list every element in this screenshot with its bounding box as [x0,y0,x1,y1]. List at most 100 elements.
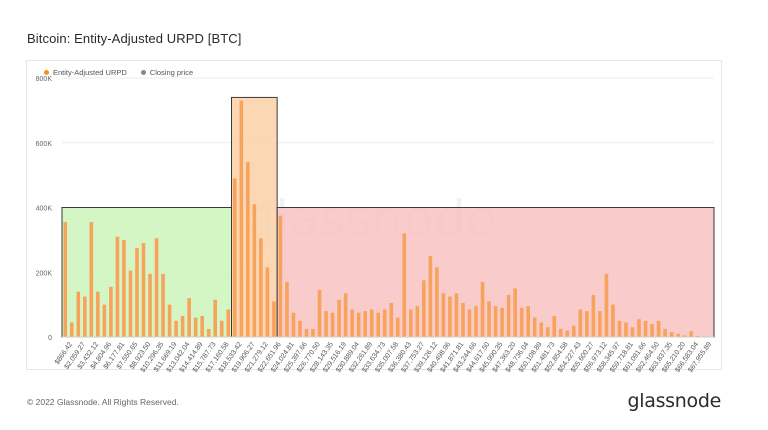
legend-label-urpd: Entity-Adjusted URPD [53,68,127,77]
chart-bar [141,243,146,337]
chart-bar [363,311,367,337]
chart-bar [76,291,81,337]
chart-bar [89,222,94,337]
chart-bar [637,319,641,337]
chart-bar [356,312,361,337]
chart-bar [402,233,407,337]
chart-bar [663,328,667,337]
chart-bar [467,309,472,337]
chart-bar [350,309,354,337]
chart-bar [493,306,498,337]
chart-bar [193,317,198,337]
chart-bar [506,294,511,337]
chart-bar [265,267,270,337]
chart-bar [115,236,120,337]
zone-green [61,207,233,338]
chart-bar [219,320,224,337]
chart-bar [122,239,126,337]
chart-bar [128,270,133,337]
chart-bar [272,301,276,337]
chart-bar [232,178,237,337]
chart-bar [102,304,107,337]
chart-bar [422,280,426,337]
chart-bar [448,296,452,337]
chart-bar [500,307,504,337]
chart-bar [435,267,439,337]
chart-bar [487,301,491,337]
chart-bar [617,320,622,337]
chart-bar [200,315,204,337]
chart-bar [441,293,446,337]
chart-bar [578,309,583,337]
chart-bar [246,162,250,337]
chart-bar [213,299,218,337]
chart-bar [656,320,661,337]
legend-item-urpd[interactable]: Entity-Adjusted URPD [44,68,127,77]
chart-bar [676,333,680,337]
chart-bar [545,327,550,337]
chart-bar [330,312,335,337]
y-tick-label: 0 [48,335,52,342]
chart-bar [428,256,433,337]
chart-bar [83,296,87,337]
chart-bar [480,281,485,337]
chart-bar [611,304,615,337]
y-tick-label: 200K [36,270,53,277]
chart-bar [558,328,563,337]
chart-bar [180,315,185,337]
chart-bar [337,299,341,337]
copyright-footer: © 2022 Glassnode. All Rights Reserved. [27,397,179,407]
chart-bar [311,328,315,337]
chart-bar [643,320,648,337]
chart-bar [304,328,309,337]
y-tick-label: 600K [36,141,53,148]
chart-bar [161,273,165,337]
chart-bar [598,311,602,337]
chart-bar [409,309,413,337]
chart-bar [148,273,152,337]
chart-bar [532,317,537,337]
chart-bar [565,330,570,337]
chart-bar [585,311,589,337]
y-tick-label: 800K [36,76,53,83]
chart-bar [278,215,283,337]
chart-title: Bitcoin: Entity-Adjusted URPD [BTC] [27,31,242,46]
chart-bar [343,293,348,337]
chart-bar [291,312,296,337]
chart-bar [317,290,322,337]
chart-bar [415,306,420,337]
chart-bar [285,281,289,337]
chart-bar [226,309,231,337]
chart-bar [382,309,387,337]
chart-bar [259,238,263,337]
chart-bar [154,238,159,337]
chart-legend: Entity-Adjusted URPD Closing price [44,68,193,77]
chart-bar [389,303,394,337]
chart-bar [689,331,693,337]
chart-bar [454,293,459,337]
chart-bar [650,324,654,337]
legend-dot-urpd [44,70,49,75]
legend-item-closing-price[interactable]: Closing price [140,68,193,77]
chart-bar [539,322,544,337]
chart-bar [369,309,374,337]
chart-bar [669,332,674,337]
chart-bar [174,320,178,337]
chart-bar [604,273,609,337]
chart-bar [96,291,100,337]
chart-panel [26,60,722,370]
chart-bar [109,286,113,337]
chart-bar [63,222,68,337]
chart-bar [591,294,596,337]
chart-bar [474,306,478,337]
chart-bar [298,320,302,337]
chart-bar [135,247,139,337]
chart-bar [252,204,257,337]
y-tick-label: 400K [36,206,53,213]
chart-bar [526,306,530,337]
chart-bar [69,322,74,337]
chart-bar [519,307,524,337]
chart-bar [187,298,191,337]
chart-bar [376,312,381,337]
